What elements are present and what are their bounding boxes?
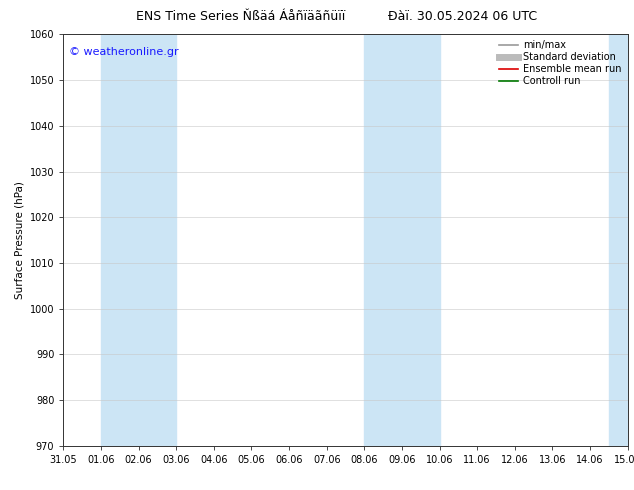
Bar — [365, 34, 439, 446]
Bar — [609, 34, 628, 446]
Bar — [101, 34, 176, 446]
Y-axis label: Surface Pressure (hPa): Surface Pressure (hPa) — [14, 181, 24, 299]
Text: ENS Time Series Ňßäá Áåñïäãñüïï: ENS Time Series Ňßäá Áåñïäãñüïï — [136, 10, 346, 23]
Text: © weatheronline.gr: © weatheronline.gr — [69, 47, 179, 57]
Text: Đàï. 30.05.2024 06 UTC: Đàï. 30.05.2024 06 UTC — [388, 10, 538, 23]
Legend: min/max, Standard deviation, Ensemble mean run, Controll run: min/max, Standard deviation, Ensemble me… — [495, 36, 626, 90]
